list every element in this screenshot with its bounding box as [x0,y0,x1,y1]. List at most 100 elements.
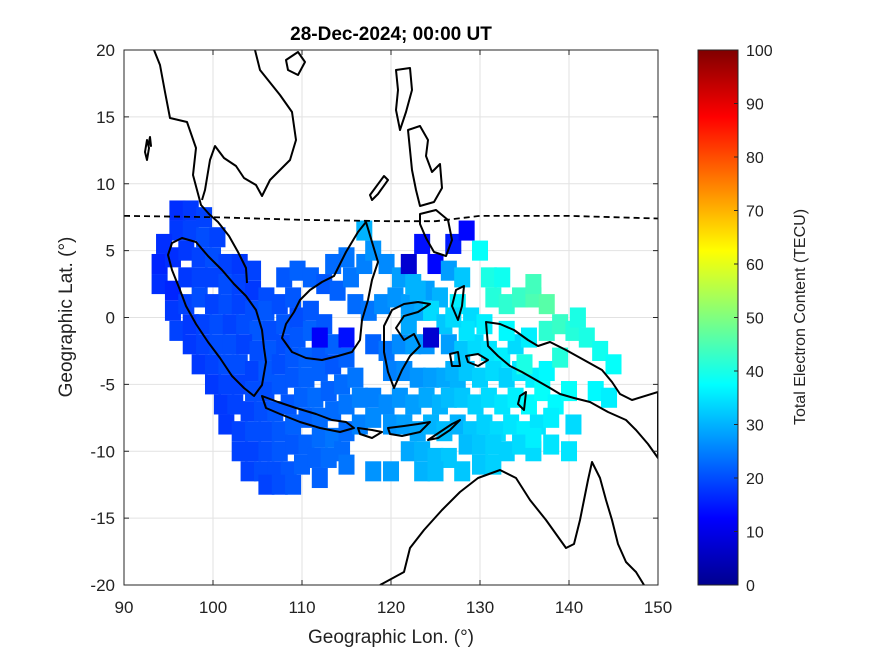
tec-cell [169,320,186,341]
tec-cell [458,434,475,455]
tec-cell [414,233,431,254]
tec-cell [538,294,555,315]
tec-cell [445,307,462,328]
tec-cell [400,253,417,275]
tec-cell [458,220,475,241]
tec-cell [307,447,324,468]
tec-cell [418,387,435,408]
tec-cell [485,287,502,308]
tec-cell [423,367,440,388]
tec-cell [204,374,222,395]
tec-cell [227,394,244,415]
tec-cell [240,461,257,482]
tec-cell [476,414,493,435]
tec-cell [458,320,475,341]
tec-cell [178,240,195,261]
tec-cell [218,414,235,435]
tec-cell [538,360,555,382]
dip-equator-line [124,214,658,223]
tec-cell [302,267,319,288]
tec-cell [427,461,444,482]
x-tick-label: 100 [199,598,227,617]
tec-cell [454,461,471,482]
tec-cell [543,434,560,455]
tec-cell [338,394,355,415]
tec-cell [191,267,208,288]
tec-cell [516,354,533,375]
y-tick-label: -20 [90,576,115,595]
tec-cell [454,267,471,288]
tec-cell [480,267,497,288]
tec-cell [245,441,262,462]
tec-cell [164,280,181,301]
tec-cell [236,334,253,355]
tec-cell [423,327,440,348]
tec-cell [338,247,355,268]
colorbar-tick-label: 10 [746,525,764,542]
tec-cell [182,314,199,335]
colorbar-tick-label: 60 [746,257,764,274]
tec-cell [471,434,489,455]
tec-cell [271,474,288,495]
tec-cell [231,441,248,462]
tec-cell [409,280,426,301]
tec-cell [440,334,457,355]
tec-cell [293,387,311,408]
tec-cell [356,220,373,241]
tec-cell [289,260,306,281]
colorbar-tick-label: 100 [746,43,773,60]
tec-cell [485,454,502,475]
tec-cell [338,327,355,348]
x-axis-label: Geographic Lon. (°) [308,627,474,648]
tec-cell [196,334,213,355]
tec-cell [351,387,368,408]
x-tick-label: 110 [288,598,315,617]
tec-cell [525,274,542,295]
tec-cell [293,454,311,475]
tec-cell [285,367,302,388]
colorbar-tick-label: 50 [746,311,764,328]
tec-cell [245,280,262,301]
tec-cell [204,267,222,288]
tec-cell [454,387,471,408]
tec-cell [276,267,293,288]
tec-cell [191,287,208,308]
colorbar-tick-label: 30 [746,418,764,435]
tec-cell [240,401,257,422]
tec-cell [245,381,262,402]
y-tick-label: 20 [96,41,115,60]
tec-cell [169,220,186,241]
dip-equator-path [124,214,658,223]
tec-cell [271,294,288,315]
tec-cell [236,314,253,335]
tec-cell [494,394,511,415]
colorbar-tick-label: 0 [746,578,755,595]
tec-cell [543,407,560,428]
tec-cell [471,367,489,388]
tec-cell [400,314,417,335]
tec-cell [578,327,595,348]
tec-cell [414,461,431,482]
x-tick-label: 120 [377,598,405,617]
tec-cell [311,327,328,348]
tec-cell [458,360,475,382]
tec-cell [218,354,235,375]
tec-cell [378,340,395,361]
tec-cell [538,320,555,341]
tec-cell [378,253,395,275]
colorbar-tick-label: 80 [746,150,764,167]
tec-cell [182,334,199,355]
tec-cell [271,354,288,375]
y-tick-label: 0 [106,309,115,328]
tec-cell [218,374,235,395]
tec-cell [302,300,319,321]
tec-cell [271,374,288,395]
colorbar-tick-label: 70 [746,204,764,221]
tec-cell [480,387,497,408]
tec-cell [338,454,355,475]
tec-cell [191,354,208,375]
x-axis: 90 100 110 120 130 140 150 [115,50,672,617]
tec-cell [560,441,578,462]
colorbar-tick-label: 40 [746,364,764,381]
